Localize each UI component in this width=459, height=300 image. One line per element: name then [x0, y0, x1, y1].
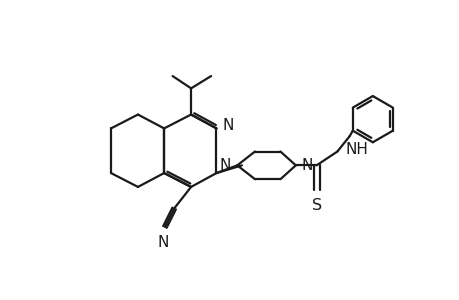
- Text: N: N: [157, 235, 169, 250]
- Text: NH: NH: [344, 142, 367, 158]
- Text: S: S: [311, 198, 321, 213]
- Text: N: N: [222, 118, 234, 133]
- Text: N: N: [301, 158, 313, 173]
- Text: N: N: [219, 158, 230, 173]
